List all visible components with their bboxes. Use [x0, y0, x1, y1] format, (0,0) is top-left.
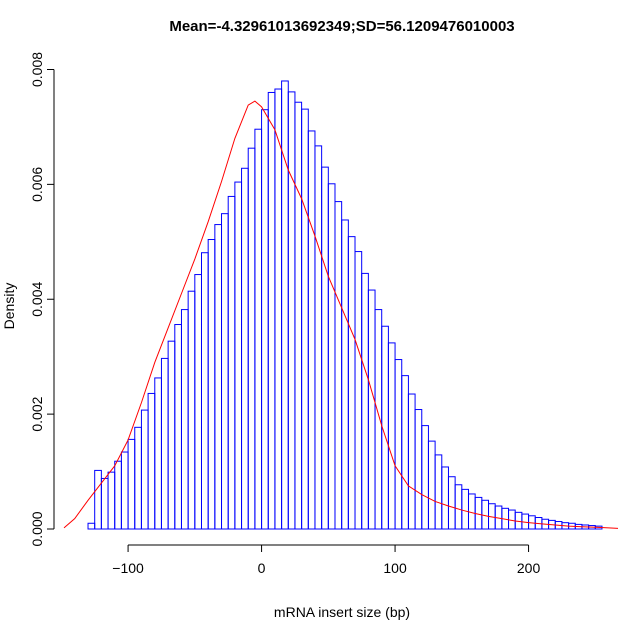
histogram-bar	[407, 393, 416, 530]
histogram-bar	[294, 101, 303, 530]
histogram-bar	[467, 493, 476, 530]
histogram-bar	[274, 88, 283, 530]
histogram-bar	[241, 167, 249, 530]
histogram-bar	[374, 309, 383, 530]
histogram-bars	[87, 80, 603, 530]
y-tick-label: 0.004	[29, 282, 45, 317]
histogram-bar	[160, 357, 169, 530]
histogram-bar	[347, 236, 356, 530]
histogram-bar	[120, 451, 129, 530]
histogram-bar	[461, 488, 469, 530]
histogram-bar	[341, 219, 349, 530]
histogram-bar	[167, 340, 176, 530]
histogram-bar	[127, 438, 136, 530]
histogram-bar	[334, 201, 343, 530]
y-tick-label: 0.006	[29, 167, 45, 202]
histogram-bar	[214, 224, 223, 530]
histogram-bar	[87, 522, 96, 530]
histogram-bar	[180, 309, 189, 530]
histogram-bar	[394, 359, 403, 530]
histogram-bar	[174, 324, 182, 530]
x-tick-label: 100	[383, 560, 407, 576]
histogram-bar	[201, 252, 209, 530]
histogram-bar	[387, 342, 396, 530]
histogram-bar	[401, 375, 409, 530]
histogram-bar	[114, 460, 122, 530]
chart-title: Mean=-4.32961013692349;SD=56.12094760100…	[169, 18, 514, 35]
histogram-bar	[94, 469, 102, 530]
histogram-bar	[354, 251, 363, 530]
histogram-bar	[227, 195, 236, 530]
y-tick-label: 0.008	[29, 52, 45, 87]
histogram-bar	[314, 145, 323, 530]
histogram-bar	[414, 409, 423, 530]
histogram-bar	[134, 426, 142, 530]
x-tick-label: 200	[517, 560, 541, 576]
histogram-bar	[361, 272, 369, 530]
histogram-bar	[447, 476, 456, 530]
histogram-bar	[234, 181, 243, 530]
x-axis-label: mRNA insert size (bp)	[274, 604, 410, 620]
y-axis-label: Density	[1, 283, 17, 330]
histogram-bar	[194, 274, 202, 530]
histogram-bar	[140, 409, 149, 530]
histogram-bar	[327, 183, 336, 530]
histogram-bar	[427, 440, 436, 530]
histogram-bar	[261, 109, 269, 530]
histogram-bar	[247, 147, 256, 530]
density-curve	[63, 100, 619, 529]
histogram-bar	[221, 213, 229, 530]
histogram-bar	[421, 425, 429, 530]
y-tick-label: 0.000	[29, 511, 45, 546]
x-tick-label: 0	[258, 560, 266, 576]
histogram-bar	[321, 166, 329, 530]
x-axis: −100 0 100 200	[112, 544, 541, 576]
histogram-bar	[154, 377, 162, 530]
y-axis: 0.000 0.002 0.004 0.006 0.008	[29, 52, 55, 547]
histogram-bar	[107, 471, 116, 530]
histogram-bar	[301, 108, 309, 530]
histogram-bar	[147, 392, 156, 530]
histogram-bar	[187, 290, 196, 530]
histogram-bar	[100, 477, 109, 530]
y-tick-label: 0.002	[29, 396, 45, 431]
histogram-bar	[281, 80, 289, 530]
histogram-bar	[267, 91, 276, 530]
histogram-bar	[441, 466, 449, 530]
histogram-bar	[307, 130, 316, 530]
x-tick-label: −100	[112, 560, 144, 576]
histogram-bar	[207, 239, 216, 530]
histogram-bar	[434, 454, 443, 530]
histogram-bar	[254, 128, 263, 530]
histogram-bar	[287, 91, 296, 530]
histogram-bar	[454, 484, 463, 530]
histogram-bar	[367, 289, 376, 530]
